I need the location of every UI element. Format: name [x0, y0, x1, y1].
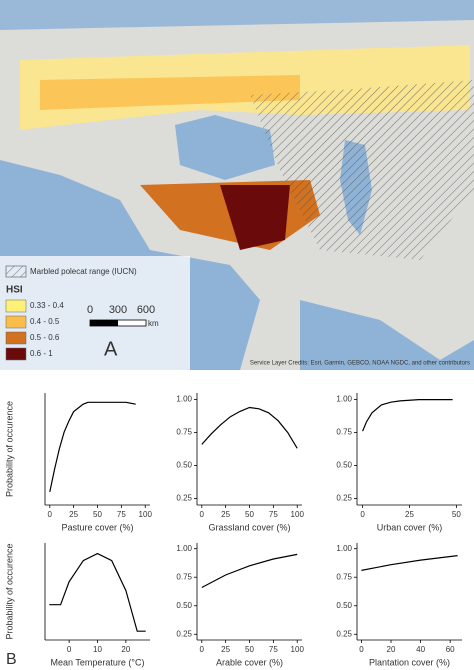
line	[362, 399, 453, 432]
x-tick-label: 0	[200, 645, 205, 654]
x-tick-label: 50	[245, 510, 254, 519]
x-tick-label: 40	[416, 645, 425, 654]
line	[201, 406, 298, 449]
x-tick-label: 0	[48, 510, 53, 519]
x-axis-label: Grassland cover (%)	[208, 522, 290, 532]
y-tick-label: 0.25	[336, 494, 352, 503]
line	[49, 552, 146, 632]
y-tick-label: 0.75	[336, 428, 352, 437]
y-tick-label: 1.00	[176, 395, 192, 404]
hsi-area	[40, 75, 300, 110]
x-tick-label: 50	[452, 510, 461, 519]
x-tick-label: 0	[360, 510, 365, 519]
scale-label: 0	[87, 304, 93, 316]
range-area	[250, 80, 474, 260]
x-tick-label: 25	[69, 510, 78, 519]
y-axis-label: Probability of occurence	[4, 543, 14, 639]
x-tick-label: 25	[221, 510, 230, 519]
x-tick-label: 75	[117, 510, 126, 519]
x-tick-label: 0	[200, 510, 205, 519]
x-tick-label: 60	[446, 645, 455, 654]
legend-label: 0.4 - 0.5	[30, 317, 60, 326]
y-tick-label: 0.75	[336, 572, 352, 581]
y-tick-label: 0.50	[336, 601, 352, 610]
y-tick-label: 0.25	[336, 629, 352, 638]
map: Marbled polecat range (IUCN) HSI 0 300 6…	[0, 0, 474, 370]
legend-swatch	[5, 347, 27, 361]
line	[361, 555, 458, 571]
scale-label: 600	[137, 304, 155, 316]
x-axis-label: Plantation cover (%)	[369, 657, 450, 667]
panel-label: B	[6, 651, 17, 668]
y-axis-label: Probability of occurence	[4, 401, 14, 497]
x-tick-label: 0	[67, 645, 72, 654]
y-tick-label: 1.00	[336, 544, 352, 553]
legend-label: Marbled polecat range (IUCN)	[30, 267, 137, 276]
x-tick-label: 20	[121, 645, 130, 654]
legend-label: 0.5 - 0.6	[30, 333, 60, 342]
sea	[0, 0, 474, 30]
x-tick-label: 75	[269, 510, 278, 519]
legend-label: 0.6 - 1	[30, 349, 53, 358]
scale-unit: km	[148, 319, 159, 328]
y-tick-label: 0.25	[176, 629, 192, 638]
panel-label: A	[104, 338, 118, 360]
legend-swatch	[5, 315, 27, 329]
x-tick-label: 0	[359, 645, 364, 654]
y-tick-label: 1.00	[176, 544, 192, 553]
x-axis-label: Pasture cover (%)	[61, 522, 133, 532]
x-tick-label: 10	[93, 645, 102, 654]
sea	[175, 115, 275, 180]
x-tick-label: 75	[269, 645, 278, 654]
x-tick-label: 100	[139, 510, 153, 519]
legend-title: HSI	[6, 285, 23, 296]
x-axis-label: Mean Temperature (°C)	[51, 657, 145, 667]
hsi-area	[220, 185, 290, 250]
x-axis-label: Arable cover (%)	[216, 657, 283, 667]
x-tick-label: 50	[93, 510, 102, 519]
legend-label: 0.33 - 0.4	[30, 301, 64, 310]
legend-box	[0, 256, 190, 370]
legend-swatch	[5, 265, 27, 278]
legend-swatch	[5, 299, 27, 313]
sea	[300, 300, 474, 370]
legend-swatch	[5, 331, 27, 345]
y-tick-label: 0.75	[176, 572, 192, 581]
credits: Service Layer Credits: Esri, Garmin, GEB…	[250, 361, 470, 367]
line	[201, 553, 298, 589]
y-tick-label: 0.75	[176, 428, 192, 437]
x-tick-label: 100	[291, 645, 305, 654]
y-tick-label: 0.50	[336, 461, 352, 470]
x-tick-label: 100	[291, 510, 305, 519]
y-tick-label: 0.50	[176, 461, 192, 470]
y-tick-label: 0.50	[176, 601, 192, 610]
x-tick-label: 25	[405, 510, 414, 519]
y-tick-label: 1.00	[336, 395, 352, 404]
x-axis-label: Urban cover (%)	[377, 522, 443, 532]
y-tick-label: 0.25	[176, 494, 192, 503]
scale-bar	[90, 320, 118, 326]
x-tick-label: 25	[221, 645, 230, 654]
x-tick-label: 20	[387, 645, 396, 654]
line	[49, 401, 136, 493]
x-tick-label: 50	[245, 645, 254, 654]
scale-label: 300	[109, 304, 127, 316]
